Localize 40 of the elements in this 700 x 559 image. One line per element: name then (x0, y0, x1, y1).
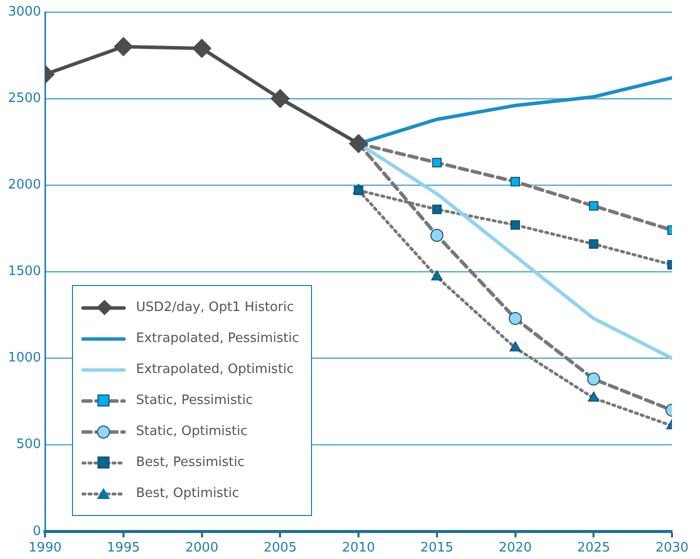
point (587, 372, 600, 386)
x-tick-label: 2020 (498, 540, 532, 556)
x-tick-label: 1990 (28, 540, 62, 556)
point (510, 176, 520, 186)
x-tick-label: 2030 (655, 540, 689, 556)
y-tick-label: 1000 (8, 350, 42, 366)
legend-label: Best, Pessimistic (136, 455, 244, 470)
point (192, 38, 212, 58)
point (588, 201, 598, 211)
y-tick-label: 1500 (8, 264, 42, 280)
legend-label: Static, Optimistic (136, 424, 248, 439)
point (588, 392, 600, 402)
y-tick-label: 0 (32, 524, 42, 539)
point (354, 186, 364, 196)
point (431, 270, 443, 280)
legend-label: USD2/day, Opt1 Historic (136, 300, 294, 315)
x-tick-label: 2025 (577, 540, 610, 556)
point (270, 89, 290, 108)
x-tick-label: 2005 (264, 540, 297, 556)
point (349, 134, 368, 154)
x-tick-label: 2000 (185, 540, 218, 556)
legend-label: Best, Optimistic (136, 486, 240, 501)
point (588, 239, 598, 249)
point (510, 220, 520, 230)
y-tick-label: 500 (16, 437, 42, 452)
point (432, 158, 442, 168)
point (430, 228, 444, 242)
point (508, 312, 522, 325)
x-tick-label: 2010 (342, 540, 376, 556)
y-tick-label: 3000 (8, 4, 42, 20)
point (510, 341, 521, 352)
y-tick-label: 2000 (8, 178, 42, 193)
legend-label: Extrapolated, Optimistic (136, 362, 294, 377)
legend-label: Extrapolated, Pessimistic (136, 331, 300, 346)
x-tick-label: 2015 (420, 540, 454, 556)
y-tick-label: 2500 (8, 90, 42, 106)
legend-label: Static, Pessimistic (136, 393, 253, 408)
x-tick-label: 1995 (106, 540, 140, 556)
point (432, 204, 442, 214)
point (114, 37, 133, 56)
